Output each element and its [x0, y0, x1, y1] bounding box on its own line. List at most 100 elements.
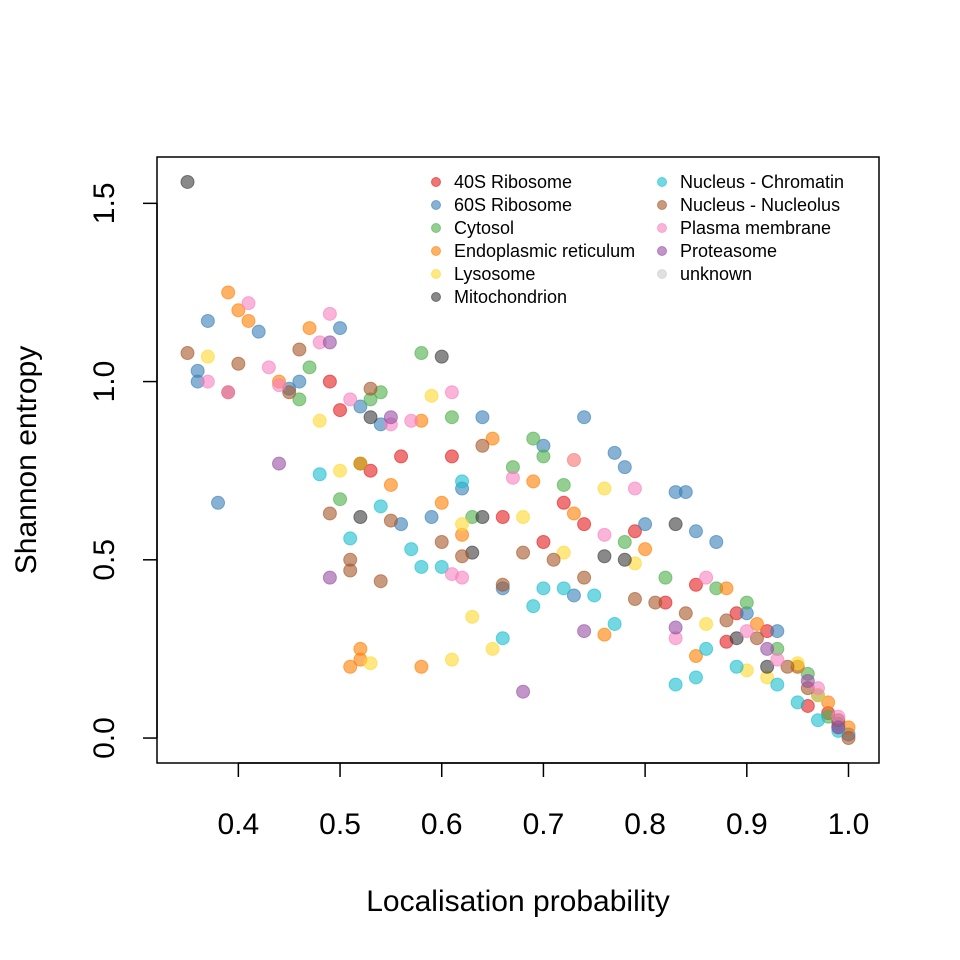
data-point: [688, 524, 703, 539]
data-point: [587, 588, 602, 603]
data-point: [231, 356, 246, 371]
legend-marker: [431, 177, 441, 187]
data-point: [292, 374, 307, 389]
y-tick-label: 0.5: [88, 539, 121, 581]
legend-label: Nucleus - Chromatin: [680, 172, 844, 192]
legend-item: Nucleus - Nucleolus: [657, 195, 840, 215]
data-point: [577, 624, 592, 639]
data-point: [607, 445, 622, 460]
data-point: [577, 570, 592, 585]
data-point: [322, 570, 337, 585]
legend-item: Nucleus - Chromatin: [657, 172, 844, 192]
data-point: [434, 534, 449, 549]
series-5: [180, 174, 775, 674]
x-tick-label: 0.8: [624, 808, 666, 841]
data-point: [333, 492, 348, 507]
data-point: [455, 570, 470, 585]
legend-label: unknown: [680, 264, 752, 284]
data-point: [821, 695, 836, 710]
data-point: [699, 570, 714, 585]
legend-item: Plasma membrane: [657, 218, 831, 238]
legend-marker: [431, 292, 441, 302]
data-point: [668, 620, 683, 635]
legend-item: 60S Ribosome: [431, 195, 572, 215]
legend-item: Cytosol: [431, 218, 514, 238]
data-point: [302, 321, 317, 336]
data-point: [597, 549, 612, 564]
data-point: [597, 481, 612, 496]
y-tick-label: 0.0: [88, 717, 121, 759]
legend-label: Cytosol: [454, 218, 514, 238]
data-point: [495, 631, 510, 646]
data-point: [475, 410, 490, 425]
x-axis-title: Localisation probability: [366, 885, 670, 918]
x-tick-label: 0.5: [319, 808, 361, 841]
legend-label: Nucleus - Nucleolus: [680, 195, 840, 215]
data-point: [566, 588, 581, 603]
legend-item: Mitochondrion: [431, 287, 567, 307]
series-0: [322, 374, 846, 735]
data-point: [292, 342, 307, 357]
legend-marker: [431, 223, 441, 233]
legend-marker: [431, 269, 441, 279]
data-point: [404, 413, 419, 428]
data-point: [383, 477, 398, 492]
legend-item: Proteasome: [657, 241, 777, 261]
data-point: [770, 652, 785, 667]
x-tick-label: 0.6: [421, 808, 463, 841]
data-point: [485, 641, 500, 656]
data-point: [526, 599, 541, 614]
data-point: [383, 513, 398, 528]
data-point: [343, 563, 358, 578]
data-point: [688, 577, 703, 592]
points-layer: [180, 174, 856, 746]
data-point: [353, 510, 368, 525]
data-point: [373, 574, 388, 589]
data-point: [536, 581, 551, 596]
x-axis: 0.4 0.5 0.6 0.7 0.8 0.9 1.0: [217, 762, 869, 841]
x-tick-label: 0.7: [523, 808, 565, 841]
data-point: [424, 510, 439, 525]
data-point: [343, 659, 358, 674]
data-point: [261, 360, 276, 375]
data-point: [343, 531, 358, 546]
legend-marker: [431, 246, 441, 256]
data-point: [638, 517, 653, 532]
data-point: [526, 431, 541, 446]
data-point: [333, 321, 348, 336]
data-point: [841, 731, 856, 746]
legend-label: 60S Ribosome: [454, 195, 572, 215]
data-point: [699, 616, 714, 631]
data-point: [627, 481, 642, 496]
data-point: [495, 510, 510, 525]
data-point: [475, 438, 490, 453]
series-2: [292, 346, 836, 724]
data-point: [556, 495, 571, 510]
data-point: [180, 174, 195, 189]
legend-marker: [657, 200, 667, 210]
data-point: [434, 495, 449, 510]
series-9: [272, 335, 846, 735]
data-point: [800, 674, 815, 689]
data-point: [485, 431, 500, 446]
data-point: [516, 545, 531, 560]
data-point: [241, 296, 256, 311]
data-point: [363, 381, 378, 396]
data-point: [668, 517, 683, 532]
data-point: [414, 346, 429, 361]
data-point: [251, 324, 266, 339]
data-point: [434, 559, 449, 574]
data-point: [597, 627, 612, 642]
data-point: [597, 527, 612, 542]
series-3: [221, 285, 856, 735]
data-point: [516, 684, 531, 699]
data-point: [455, 517, 470, 532]
data-point: [617, 460, 632, 475]
data-point: [200, 313, 215, 328]
data-point: [719, 581, 734, 596]
data-point: [699, 641, 714, 656]
data-point: [333, 403, 348, 418]
data-point: [739, 624, 754, 639]
data-point: [770, 624, 785, 639]
